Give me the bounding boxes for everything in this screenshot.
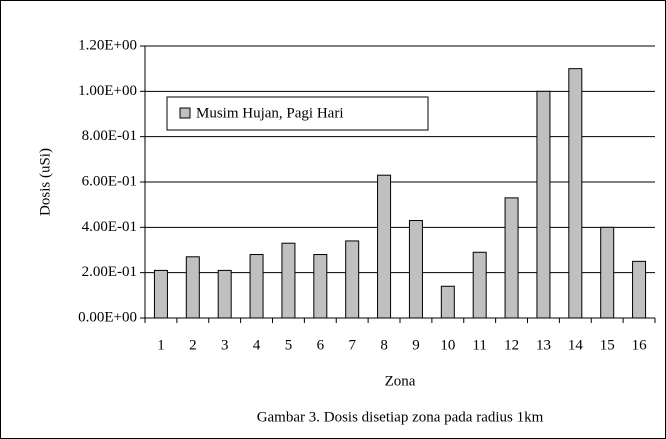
x-tick-label: 1 bbox=[157, 337, 165, 353]
y-tick-label: 0.00E+00 bbox=[78, 309, 137, 325]
x-tick-label: 14 bbox=[568, 337, 584, 353]
x-tick-label: 13 bbox=[536, 337, 551, 353]
x-tick-label: 15 bbox=[600, 337, 615, 353]
x-tick-label: 3 bbox=[221, 337, 229, 353]
x-tick-label: 9 bbox=[412, 337, 420, 353]
bar bbox=[536, 90, 551, 319]
x-tick-label: 6 bbox=[317, 337, 325, 353]
bar bbox=[185, 256, 200, 319]
x-tick-label: 11 bbox=[472, 337, 486, 353]
bar bbox=[281, 242, 296, 319]
bar bbox=[440, 285, 455, 319]
x-tick-label: 12 bbox=[504, 337, 519, 353]
x-tick-label: 2 bbox=[189, 337, 197, 353]
bar bbox=[313, 254, 328, 319]
bar bbox=[504, 197, 519, 319]
bar bbox=[153, 269, 168, 319]
y-tick-label: 1.20E+00 bbox=[78, 37, 137, 53]
y-tick-label: 2.00E-01 bbox=[82, 264, 137, 280]
x-tick-label: 7 bbox=[348, 337, 356, 353]
legend-label: Musim Hujan, Pagi Hari bbox=[196, 105, 344, 121]
bar bbox=[568, 68, 583, 319]
bar bbox=[377, 174, 392, 319]
bar bbox=[345, 240, 360, 319]
caption: Gambar 3. Dosis disetiap zona pada radiu… bbox=[257, 409, 544, 425]
x-tick-label: 10 bbox=[440, 337, 455, 353]
x-tick-label: 4 bbox=[253, 337, 261, 353]
x-tick-label: 8 bbox=[380, 337, 388, 353]
y-axis-title: Dosis (uSi) bbox=[37, 148, 53, 216]
x-tick-label: 5 bbox=[285, 337, 293, 353]
bar bbox=[217, 269, 232, 319]
y-tick-label: 1.00E+00 bbox=[78, 83, 137, 99]
bar bbox=[600, 226, 615, 319]
y-tick-label: 4.00E-01 bbox=[82, 219, 137, 235]
y-tick-label: 8.00E-01 bbox=[82, 128, 137, 144]
bar bbox=[632, 260, 647, 319]
y-tick-label: 6.00E-01 bbox=[82, 173, 137, 189]
x-tick-label: 16 bbox=[632, 337, 648, 353]
bar bbox=[249, 254, 264, 319]
x-axis-title: Zona bbox=[385, 373, 416, 389]
legend-box bbox=[166, 96, 429, 131]
bar bbox=[472, 251, 487, 319]
legend-swatch bbox=[179, 107, 191, 119]
bar bbox=[408, 220, 423, 319]
